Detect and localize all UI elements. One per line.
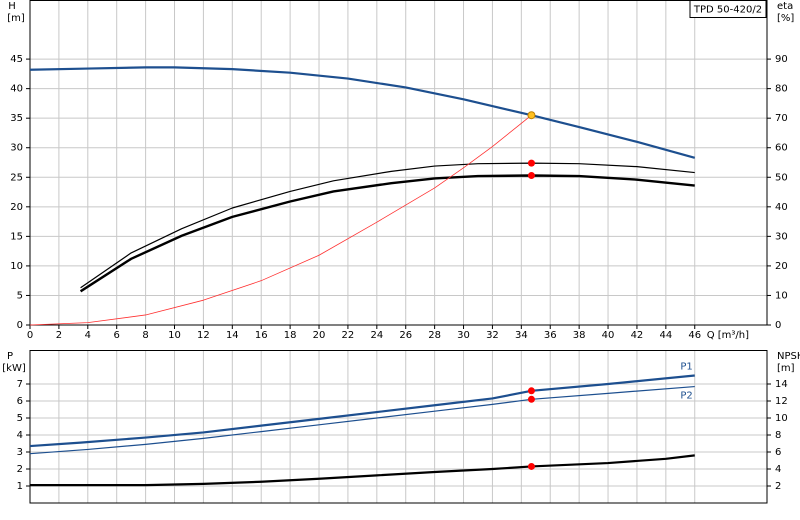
y-tick-label: 10 xyxy=(10,261,23,272)
y-tick-label: 45 xyxy=(10,54,23,65)
curve xyxy=(29,374,695,448)
x-tick-label: 18 xyxy=(284,330,297,341)
y-tick-label: 6 xyxy=(17,396,23,407)
y-axis-label: H xyxy=(8,1,16,12)
y-tick-label: 0 xyxy=(17,320,23,331)
x-tick-label: 46 xyxy=(688,330,701,341)
y2-tick-label: 80 xyxy=(775,84,788,95)
y2-tick-label: 50 xyxy=(775,172,788,183)
y2-axis-unit: [%] xyxy=(777,13,794,24)
x-tick-label: 10 xyxy=(168,330,181,341)
curve xyxy=(29,385,695,455)
x-tick-label: 44 xyxy=(659,330,672,341)
y2-axis-label: NPSH xyxy=(777,351,800,362)
x-tick-label: 12 xyxy=(197,330,210,341)
y-tick-label: 30 xyxy=(10,143,23,154)
x-tick-label: 22 xyxy=(342,330,355,341)
y-tick-label: 25 xyxy=(10,172,23,183)
operating-point xyxy=(527,111,536,120)
title-box xyxy=(689,0,767,18)
y-tick-label: 15 xyxy=(10,231,23,242)
plot-frame xyxy=(29,350,768,504)
x-tick-label: 34 xyxy=(515,330,528,341)
y-axis-unit: [m] xyxy=(7,13,25,24)
x-tick-label: 38 xyxy=(573,330,586,341)
x-tick-label: 0 xyxy=(27,330,33,341)
y2-tick-label: 4 xyxy=(775,464,781,475)
y-tick-label: 5 xyxy=(17,290,23,301)
y2-tick-label: 10 xyxy=(775,290,788,301)
x-tick-label: 4 xyxy=(85,330,91,341)
y-axis-unit: [kW] xyxy=(2,363,26,374)
x-tick-label: 8 xyxy=(142,330,148,341)
operating-point xyxy=(527,462,535,470)
x-tick-label: 26 xyxy=(399,330,412,341)
y-axis-label: P xyxy=(7,351,13,362)
y-tick-label: 4 xyxy=(17,430,23,441)
y2-tick-label: 6 xyxy=(775,447,781,458)
plot-frame xyxy=(29,0,768,326)
x-tick-label: 42 xyxy=(631,330,644,341)
chart-title: TPD 50-420/2 xyxy=(693,5,762,16)
x-tick-label: 30 xyxy=(457,330,470,341)
operating-point xyxy=(527,172,535,179)
y2-tick-label: 20 xyxy=(775,261,788,272)
x-tick-label: 24 xyxy=(370,330,383,341)
series-label: P2 xyxy=(680,391,692,402)
y2-axis-unit: [m] xyxy=(777,363,795,374)
x-axis-label: Q [m³/h] xyxy=(707,330,749,341)
y-tick-label: 35 xyxy=(10,113,23,124)
x-tick-label: 20 xyxy=(313,330,326,341)
curve xyxy=(29,114,532,326)
x-tick-label: 36 xyxy=(544,330,557,341)
x-tick-label: 40 xyxy=(602,330,615,341)
y-tick-label: 5 xyxy=(17,413,23,424)
y2-tick-label: 0 xyxy=(775,320,781,331)
y2-tick-label: 40 xyxy=(775,202,788,213)
x-tick-label: 28 xyxy=(428,330,441,341)
operating-point xyxy=(527,395,535,403)
y2-tick-label: 14 xyxy=(775,379,788,390)
curve xyxy=(79,174,695,293)
y-tick-label: 2 xyxy=(17,464,23,475)
x-tick-label: 2 xyxy=(56,330,62,341)
operating-point xyxy=(527,159,535,167)
curve xyxy=(29,66,696,159)
y2-tick-label: 30 xyxy=(775,231,788,242)
y2-tick-label: 90 xyxy=(775,54,788,65)
x-tick-label: 14 xyxy=(226,330,239,341)
y2-tick-label: 60 xyxy=(775,143,788,154)
y2-tick-label: 8 xyxy=(775,430,781,441)
y-tick-label: 7 xyxy=(17,379,23,390)
operating-point xyxy=(527,387,535,395)
x-tick-label: 32 xyxy=(486,330,499,341)
y-tick-label: 40 xyxy=(10,84,23,95)
y-tick-label: 3 xyxy=(17,447,23,458)
x-tick-label: 6 xyxy=(114,330,120,341)
y-tick-label: 1 xyxy=(17,481,23,492)
series-label: P1 xyxy=(680,362,692,373)
curve xyxy=(30,454,695,487)
y2-tick-label: 70 xyxy=(775,113,788,124)
y2-tick-label: 2 xyxy=(775,481,781,492)
y2-tick-label: 10 xyxy=(775,413,788,424)
x-tick-label: 16 xyxy=(255,330,268,341)
y2-tick-label: 12 xyxy=(775,396,788,407)
y-tick-label: 20 xyxy=(10,202,23,213)
curve xyxy=(80,162,695,289)
y2-axis-label: eta xyxy=(777,1,793,12)
